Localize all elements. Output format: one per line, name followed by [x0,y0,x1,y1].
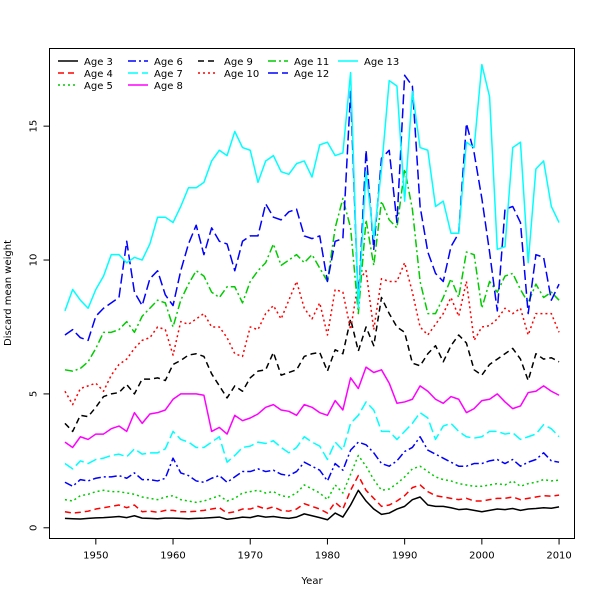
series-line-age-4 [64,474,560,514]
legend-label: Age 8 [154,81,183,92]
series-line-age-3 [64,489,560,521]
series-line-age-12 [64,74,560,342]
x-tick-label: 1950 [83,551,108,562]
series-line-age-13 [64,63,560,312]
y-tick-label: 0 [29,525,40,531]
legend-label: Age 10 [224,69,259,80]
x-tick-label: 1960 [160,551,185,562]
legend-label: Age 11 [294,57,329,68]
y-tick-label: 10 [29,254,40,267]
series-line-age-11 [64,168,560,372]
x-tick-label: 1980 [315,551,340,562]
x-tick-label: 1990 [392,551,417,562]
legend-label: Age 13 [364,57,399,68]
legend-label: Age 6 [154,57,183,68]
legend-label: Age 9 [224,57,253,68]
series-line-age-6 [64,436,560,488]
series-line-age-9 [64,296,560,433]
y-tick-label: 15 [29,120,40,133]
series-line-age-8 [64,366,560,449]
legend-label: Age 7 [154,69,183,80]
x-tick-label: 2000 [469,551,494,562]
y-tick-label: 5 [29,391,40,397]
x-tick-label: 2010 [546,551,571,562]
series-line-age-5 [64,454,560,504]
legend-label: Age 12 [294,69,329,80]
legend-label: Age 4 [84,69,113,80]
legend-label: Age 3 [84,57,113,68]
series-line-age-7 [64,401,560,470]
x-tick-label: 1970 [238,551,263,562]
y-axis: 0 5 10 15 [29,120,50,531]
legend-label: Age 5 [84,81,113,92]
y-axis-title: Discard mean weight [3,240,14,346]
plot-frame [49,48,575,539]
series-line-age-10 [64,261,560,406]
x-axis-title: Year [300,576,323,587]
x-axis: 1950 1960 1970 1980 1990 2000 2010 [83,538,572,562]
series-layer [64,63,560,521]
